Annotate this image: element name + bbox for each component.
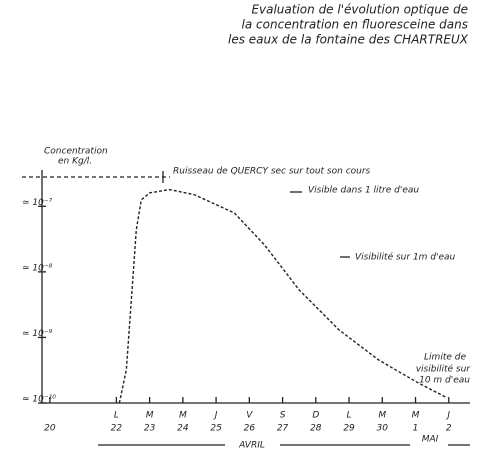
weekday-label: V <box>246 411 253 421</box>
weekday-label: L <box>114 411 119 421</box>
annotation: visibilité sur <box>416 364 472 375</box>
data-line <box>118 188 448 404</box>
y-tick-label: ≃ 10⁻¹⁰ <box>22 395 56 405</box>
annotation: Limite de <box>424 353 466 363</box>
title-line: la concentration en fluoresceine dans <box>242 18 468 32</box>
y-tick-label: ≃ 10⁻⁹ <box>22 329 53 339</box>
y-tick-label: ≃ 10⁻⁷ <box>22 198 53 208</box>
x-tick-label: 22 <box>111 424 123 434</box>
title-line: les eaux de la fontaine des CHARTREUX <box>228 33 469 47</box>
weekday-label: J <box>445 411 450 421</box>
weekday-label: M <box>179 411 187 421</box>
title-line: Evaluation de l'évolution optique de <box>251 3 468 17</box>
x-tick-label: 2 <box>446 424 452 434</box>
annotation: Ruisseau de QUERCY sec sur tout son cour… <box>173 167 371 177</box>
x-tick-label: 27 <box>277 424 289 434</box>
x-tick-label: 24 <box>177 424 189 434</box>
x-tick-label: 25 <box>210 424 222 434</box>
weekday-label: M <box>146 411 154 421</box>
month-label: AVRIL <box>238 441 265 451</box>
month-label: MAI <box>422 435 439 445</box>
x-tick-label: 20 <box>44 424 56 434</box>
weekday-label: M <box>412 411 420 421</box>
weekday-label: M <box>378 411 386 421</box>
weekday-label: D <box>312 411 319 421</box>
annotation: 10 m d'eau <box>419 376 470 386</box>
x-tick-label: 28 <box>310 424 322 434</box>
weekday-label: J <box>213 411 218 421</box>
x-tick-label: 30 <box>377 424 389 434</box>
annotation: Visibilité sur 1m d'eau <box>355 252 456 263</box>
x-tick-label: 26 <box>244 424 256 434</box>
x-tick-label: 1 <box>413 424 419 434</box>
y-tick-label: ≃ 10⁻⁸ <box>22 263 53 273</box>
x-tick-label: 29 <box>343 424 355 434</box>
y-label: Concentration <box>44 147 108 157</box>
weekday-label: S <box>280 411 286 421</box>
y-label: en Kg/l. <box>58 157 92 167</box>
weekday-label: L <box>347 411 352 421</box>
annotation: Visible dans 1 litre d'eau <box>308 186 419 196</box>
x-tick-label: 23 <box>144 424 156 434</box>
